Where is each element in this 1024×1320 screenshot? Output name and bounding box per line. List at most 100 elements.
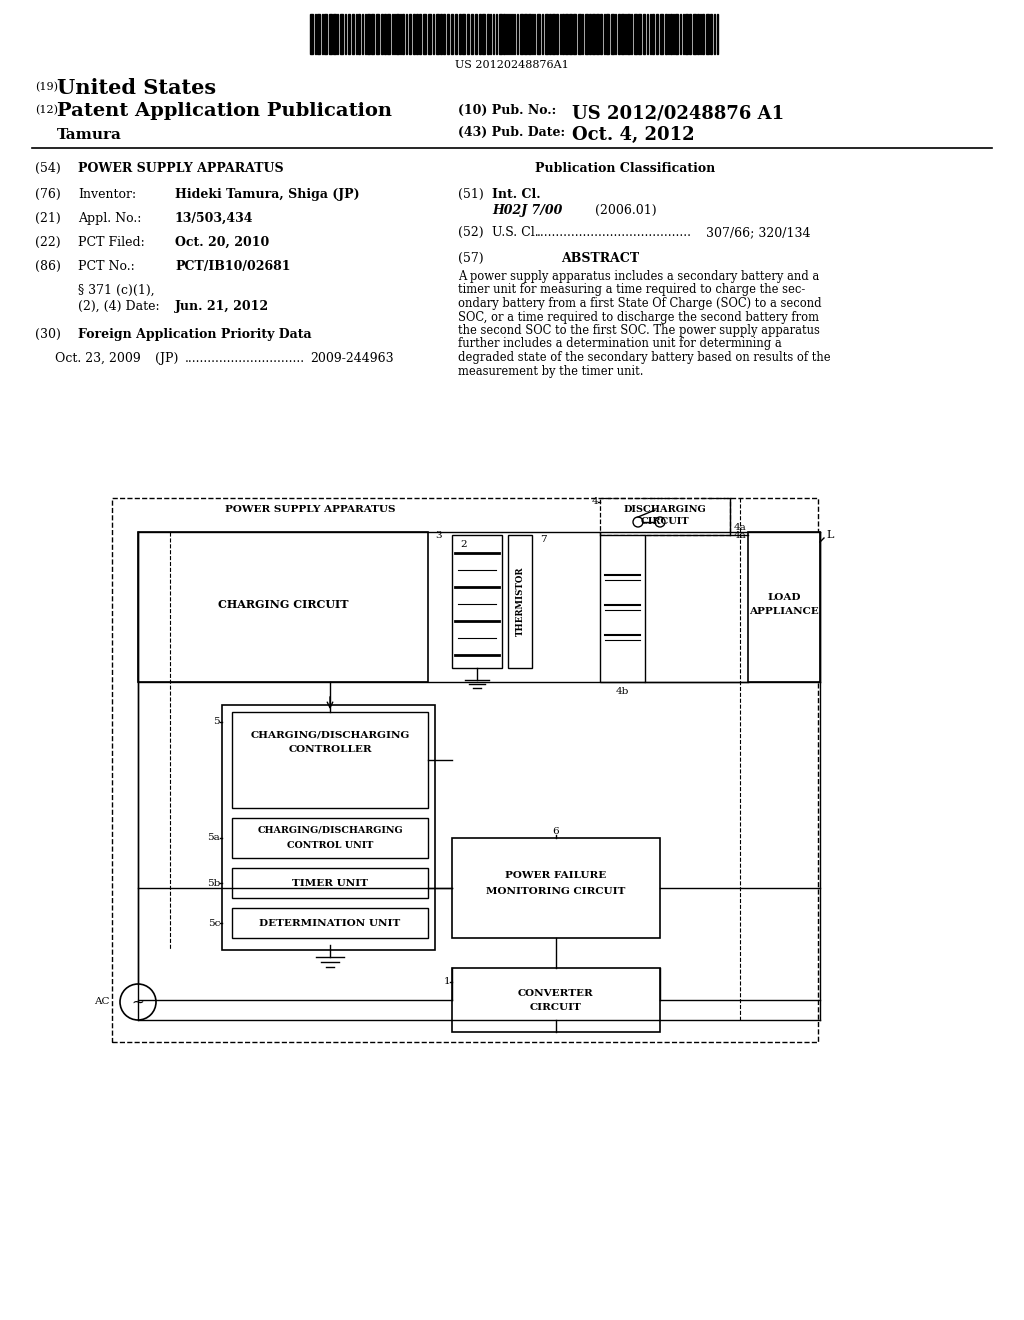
Bar	[416, 15, 418, 54]
Text: TIMER UNIT: TIMER UNIT	[292, 879, 368, 887]
Bar	[660, 15, 663, 54]
Text: measurement by the timer unit.: measurement by the timer unit.	[458, 364, 643, 378]
Bar	[508, 535, 532, 668]
Text: 307/66; 320/134: 307/66; 320/134	[706, 226, 811, 239]
Text: Appl. No.:: Appl. No.:	[78, 213, 141, 224]
Bar	[589, 15, 591, 54]
Text: further includes a determination unit for determining a: further includes a determination unit fo…	[458, 338, 781, 351]
Text: POWER FAILURE: POWER FAILURE	[506, 870, 606, 879]
Text: SOC, or a time required to discharge the second battery from: SOC, or a time required to discharge the…	[458, 310, 819, 323]
Text: CONTROLLER: CONTROLLER	[288, 746, 372, 755]
Text: (76): (76)	[35, 187, 60, 201]
Text: L: L	[826, 531, 834, 540]
Text: CONTROL UNIT: CONTROL UNIT	[287, 841, 373, 850]
Text: PCT/IB10/02681: PCT/IB10/02681	[175, 260, 291, 273]
Bar	[524, 15, 527, 54]
Bar	[634, 15, 637, 54]
Bar	[371, 15, 374, 54]
Text: Int. Cl.: Int. Cl.	[492, 187, 541, 201]
Text: § 371 (c)(1),: § 371 (c)(1),	[78, 284, 155, 297]
Bar	[487, 15, 489, 54]
Bar	[693, 15, 696, 54]
Text: U.S. Cl.: U.S. Cl.	[492, 226, 539, 239]
Text: ondary battery from a first State Of Charge (SOC) to a second: ondary battery from a first State Of Cha…	[458, 297, 821, 310]
Text: (2), (4) Date:: (2), (4) Date:	[78, 300, 160, 313]
Bar	[499, 15, 502, 54]
Bar	[621, 15, 624, 54]
Bar	[528, 15, 531, 54]
Text: 4a: 4a	[734, 531, 746, 540]
Bar	[565, 15, 568, 54]
Bar	[381, 15, 383, 54]
Text: (86): (86)	[35, 260, 60, 273]
Bar	[452, 838, 660, 939]
Text: Publication Classification: Publication Classification	[535, 162, 715, 176]
Bar	[748, 532, 820, 682]
Text: (52): (52)	[458, 226, 483, 239]
Text: THERMISTOR: THERMISTOR	[515, 566, 524, 636]
Bar	[447, 15, 449, 54]
Bar	[471, 15, 473, 54]
Bar	[428, 15, 431, 54]
Bar	[578, 15, 581, 54]
Bar	[618, 15, 620, 54]
Bar	[112, 498, 818, 1041]
Text: Inventor:: Inventor:	[78, 187, 136, 201]
Text: Oct. 20, 2010: Oct. 20, 2010	[175, 236, 269, 249]
Text: (12): (12)	[35, 106, 58, 115]
Text: (19): (19)	[35, 82, 58, 92]
Bar	[452, 968, 660, 1032]
Text: CHARGING/DISCHARGING: CHARGING/DISCHARGING	[257, 825, 402, 834]
Text: United States: United States	[57, 78, 216, 98]
Bar	[573, 15, 575, 54]
Bar	[537, 15, 540, 54]
Bar	[562, 15, 564, 54]
Text: Tamura: Tamura	[57, 128, 122, 143]
Bar	[685, 15, 688, 54]
Bar	[600, 498, 730, 535]
Bar	[675, 15, 678, 54]
Text: (43) Pub. Date:: (43) Pub. Date:	[458, 125, 565, 139]
Bar	[670, 15, 672, 54]
Text: DETERMINATION UNIT: DETERMINATION UNIT	[259, 919, 400, 928]
Text: 6: 6	[553, 828, 559, 837]
Text: Oct. 4, 2012: Oct. 4, 2012	[572, 125, 694, 144]
Text: H02J 7/00: H02J 7/00	[492, 205, 562, 216]
Bar	[552, 15, 555, 54]
Bar	[232, 869, 428, 898]
Text: CHARGING/DISCHARGING: CHARGING/DISCHARGING	[250, 730, 410, 739]
Text: (21): (21)	[35, 213, 60, 224]
Bar	[545, 15, 548, 54]
Text: ........................................: ........................................	[537, 226, 692, 239]
Bar	[503, 15, 505, 54]
Text: the second SOC to the first SOC. The power supply apparatus: the second SOC to the first SOC. The pow…	[458, 323, 820, 337]
Bar	[689, 15, 691, 54]
Text: 4: 4	[592, 498, 598, 507]
Text: 5c: 5c	[208, 919, 220, 928]
Bar	[396, 15, 399, 54]
Bar	[627, 15, 630, 54]
Text: Oct. 23, 2009: Oct. 23, 2009	[55, 352, 140, 366]
Text: (51): (51)	[458, 187, 483, 201]
Text: PCT No.:: PCT No.:	[78, 260, 135, 273]
Text: Hideki Tamura, Shiga (JP): Hideki Tamura, Shiga (JP)	[175, 187, 359, 201]
Text: 2009-244963: 2009-244963	[310, 352, 393, 366]
Bar	[232, 711, 428, 808]
Text: CONVERTER: CONVERTER	[518, 989, 594, 998]
Text: 4b: 4b	[615, 688, 629, 697]
Text: MONITORING CIRCUIT: MONITORING CIRCUIT	[486, 887, 626, 896]
Bar	[556, 15, 558, 54]
Bar	[310, 15, 313, 54]
Text: AC: AC	[94, 998, 110, 1006]
Bar	[443, 15, 445, 54]
Bar	[611, 15, 614, 54]
Text: timer unit for measuring a time required to charge the sec-: timer unit for measuring a time required…	[458, 284, 805, 297]
Bar	[329, 15, 332, 54]
Text: ~: ~	[132, 994, 144, 1010]
Bar	[585, 15, 588, 54]
Bar	[656, 15, 658, 54]
Bar	[358, 15, 360, 54]
Bar	[232, 818, 428, 858]
Bar	[600, 535, 645, 682]
Text: (JP): (JP)	[155, 352, 178, 366]
